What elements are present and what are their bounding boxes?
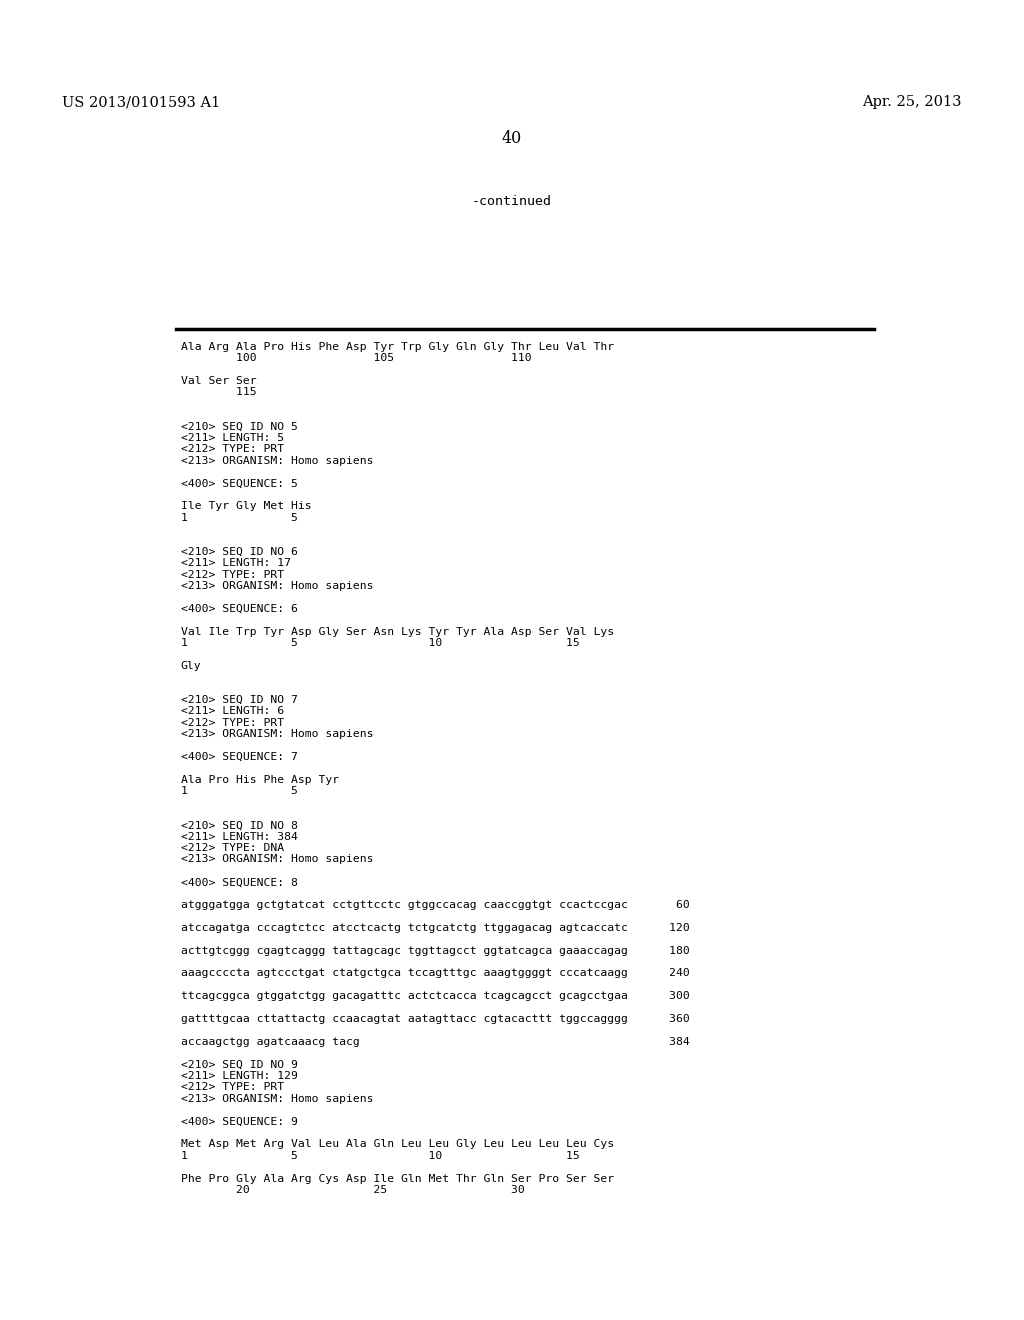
Text: Val Ser Ser: Val Ser Ser	[180, 376, 256, 385]
Text: acttgtcggg cgagtcaggg tattagcagc tggttagcct ggtatcagca gaaaccagag      180: acttgtcggg cgagtcaggg tattagcagc tggttag…	[180, 945, 689, 956]
Text: Ala Pro His Phe Asp Tyr: Ala Pro His Phe Asp Tyr	[180, 775, 339, 784]
Text: 100                 105                 110: 100 105 110	[180, 352, 531, 363]
Text: <212> TYPE: PRT: <212> TYPE: PRT	[180, 570, 284, 579]
Text: <213> ORGANISM: Homo sapiens: <213> ORGANISM: Homo sapiens	[180, 729, 373, 739]
Text: Ile Tyr Gly Met His: Ile Tyr Gly Met His	[180, 502, 311, 511]
Text: atgggatgga gctgtatcat cctgttcctc gtggccacag caaccggtgt ccactccgac       60: atgggatgga gctgtatcat cctgttcctc gtggcca…	[180, 900, 689, 909]
Text: <400> SEQUENCE: 7: <400> SEQUENCE: 7	[180, 752, 298, 762]
Text: <213> ORGANISM: Homo sapiens: <213> ORGANISM: Homo sapiens	[180, 1094, 373, 1104]
Text: <210> SEQ ID NO 5: <210> SEQ ID NO 5	[180, 421, 298, 432]
Text: <400> SEQUENCE: 5: <400> SEQUENCE: 5	[180, 478, 298, 488]
Text: <210> SEQ ID NO 6: <210> SEQ ID NO 6	[180, 546, 298, 557]
Text: ttcagcggca gtggatctgg gacagatttc actctcacca tcagcagcct gcagcctgaa      300: ttcagcggca gtggatctgg gacagatttc actctca…	[180, 991, 689, 1002]
Text: <212> TYPE: PRT: <212> TYPE: PRT	[180, 445, 284, 454]
Text: Met Asp Met Arg Val Leu Ala Gln Leu Leu Gly Leu Leu Leu Leu Cys: Met Asp Met Arg Val Leu Ala Gln Leu Leu …	[180, 1139, 613, 1150]
Text: 1               5: 1 5	[180, 512, 298, 523]
Text: Apr. 25, 2013: Apr. 25, 2013	[862, 95, 962, 110]
Text: Gly: Gly	[180, 661, 202, 671]
Text: <211> LENGTH: 6: <211> LENGTH: 6	[180, 706, 284, 717]
Text: 1               5                   10                  15: 1 5 10 15	[180, 638, 580, 648]
Text: accaagctgg agatcaaacg tacg                                             384: accaagctgg agatcaaacg tacg 384	[180, 1036, 689, 1047]
Text: <400> SEQUENCE: 6: <400> SEQUENCE: 6	[180, 603, 298, 614]
Text: Phe Pro Gly Ala Arg Cys Asp Ile Gln Met Thr Gln Ser Pro Ser Ser: Phe Pro Gly Ala Arg Cys Asp Ile Gln Met …	[180, 1173, 613, 1184]
Text: 1               5                   10                  15: 1 5 10 15	[180, 1151, 580, 1160]
Text: gattttgcaa cttattactg ccaacagtat aatagttacc cgtacacttt tggccagggg      360: gattttgcaa cttattactg ccaacagtat aatagtt…	[180, 1014, 689, 1024]
Text: 20                  25                  30: 20 25 30	[180, 1185, 524, 1195]
Text: 115: 115	[180, 387, 256, 397]
Text: <212> TYPE: PRT: <212> TYPE: PRT	[180, 1082, 284, 1093]
Text: <210> SEQ ID NO 8: <210> SEQ ID NO 8	[180, 820, 298, 830]
Text: Ala Arg Ala Pro His Phe Asp Tyr Trp Gly Gln Gly Thr Leu Val Thr: Ala Arg Ala Pro His Phe Asp Tyr Trp Gly …	[180, 342, 613, 351]
Text: US 2013/0101593 A1: US 2013/0101593 A1	[62, 95, 220, 110]
Text: 40: 40	[502, 129, 522, 147]
Text: <211> LENGTH: 384: <211> LENGTH: 384	[180, 832, 298, 842]
Text: 1               5: 1 5	[180, 787, 298, 796]
Text: <210> SEQ ID NO 7: <210> SEQ ID NO 7	[180, 694, 298, 705]
Text: <210> SEQ ID NO 9: <210> SEQ ID NO 9	[180, 1060, 298, 1069]
Text: <211> LENGTH: 5: <211> LENGTH: 5	[180, 433, 284, 442]
Text: <212> TYPE: PRT: <212> TYPE: PRT	[180, 718, 284, 727]
Text: <400> SEQUENCE: 8: <400> SEQUENCE: 8	[180, 878, 298, 887]
Text: aaagcccctа agtccctgat ctatgctgca tccagtttgc aaagtggggt cccatcaagg      240: aaagcccctа agtccctgat ctatgctgca tccagtt…	[180, 969, 689, 978]
Text: <213> ORGANISM: Homo sapiens: <213> ORGANISM: Homo sapiens	[180, 581, 373, 591]
Text: <212> TYPE: DNA: <212> TYPE: DNA	[180, 843, 284, 853]
Text: <213> ORGANISM: Homo sapiens: <213> ORGANISM: Homo sapiens	[180, 455, 373, 466]
Text: -continued: -continued	[472, 195, 552, 209]
Text: Val Ile Trp Tyr Asp Gly Ser Asn Lys Tyr Tyr Ala Asp Ser Val Lys: Val Ile Trp Tyr Asp Gly Ser Asn Lys Tyr …	[180, 627, 613, 636]
Text: <400> SEQUENCE: 9: <400> SEQUENCE: 9	[180, 1117, 298, 1126]
Text: atccagatga cccagtctcc atcctcactg tctgcatctg ttggagacag agtcaccatc      120: atccagatga cccagtctcc atcctcactg tctgcat…	[180, 923, 689, 933]
Text: <213> ORGANISM: Homo sapiens: <213> ORGANISM: Homo sapiens	[180, 854, 373, 865]
Text: <211> LENGTH: 17: <211> LENGTH: 17	[180, 558, 291, 568]
Text: <211> LENGTH: 129: <211> LENGTH: 129	[180, 1071, 298, 1081]
